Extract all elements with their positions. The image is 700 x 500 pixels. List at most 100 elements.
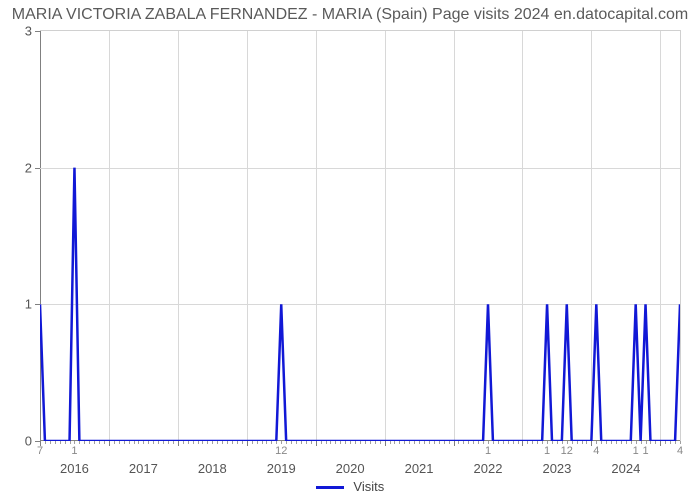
x-tick-minor	[463, 441, 464, 444]
x-tick-minor	[449, 441, 450, 444]
x-tick-minor	[291, 441, 292, 444]
y-tick-label: 2	[25, 160, 32, 175]
x-tick-minor	[650, 441, 651, 444]
x-tick-minor	[286, 441, 287, 444]
x-tick-minor	[173, 441, 174, 444]
x-data-label: 4	[593, 445, 599, 457]
x-tick-minor	[330, 441, 331, 444]
x-tick-minor	[606, 441, 607, 444]
x-tick-minor	[326, 441, 327, 444]
x-tick-minor	[596, 441, 597, 444]
x-tick-minor	[89, 441, 90, 444]
x-tick-minor	[301, 441, 302, 444]
x-tick-minor	[104, 441, 105, 444]
x-data-label: 1	[544, 445, 550, 457]
x-tick-minor	[198, 441, 199, 444]
x-tick-minor	[488, 441, 489, 444]
legend-label: Visits	[353, 479, 384, 494]
x-tick-minor	[429, 441, 430, 444]
x-tick-minor	[567, 441, 568, 444]
x-data-label: 12	[275, 445, 287, 457]
x-tick-minor	[99, 441, 100, 444]
x-data-label: 12	[561, 445, 573, 457]
x-tick-minor	[468, 441, 469, 444]
x-tick	[454, 441, 455, 446]
x-year-label: 2022	[474, 461, 503, 476]
x-tick-minor	[375, 441, 376, 444]
x-tick-minor	[473, 441, 474, 444]
x-tick-minor	[84, 441, 85, 444]
x-tick-minor	[340, 441, 341, 444]
x-tick-minor	[296, 441, 297, 444]
x-data-label: 7	[37, 445, 43, 457]
x-tick-minor	[508, 441, 509, 444]
x-tick-minor	[45, 441, 46, 444]
x-tick-minor	[134, 441, 135, 444]
x-tick-minor	[65, 441, 66, 444]
x-tick-minor	[188, 441, 189, 444]
x-year-label: 2018	[198, 461, 227, 476]
x-tick-minor	[70, 441, 71, 444]
x-tick-minor	[271, 441, 272, 444]
x-tick	[109, 441, 110, 446]
x-tick	[385, 441, 386, 446]
x-tick-minor	[601, 441, 602, 444]
x-tick-minor	[552, 441, 553, 444]
x-tick-minor	[542, 441, 543, 444]
x-tick-minor	[390, 441, 391, 444]
x-tick-minor	[217, 441, 218, 444]
x-tick-minor	[527, 441, 528, 444]
x-tick-minor	[577, 441, 578, 444]
x-tick-minor	[232, 441, 233, 444]
x-tick-minor	[404, 441, 405, 444]
x-tick-minor	[680, 441, 681, 444]
x-year-label: 2024	[611, 461, 640, 476]
x-tick-minor	[281, 441, 282, 444]
x-tick-minor	[483, 441, 484, 444]
y-tick-label: 0	[25, 434, 32, 449]
x-tick-minor	[503, 441, 504, 444]
x-tick-minor	[124, 441, 125, 444]
x-tick-minor	[394, 441, 395, 444]
x-year-label: 2019	[267, 461, 296, 476]
x-tick	[178, 441, 179, 446]
x-tick-minor	[478, 441, 479, 444]
x-tick-minor	[636, 441, 637, 444]
x-tick-minor	[424, 441, 425, 444]
x-tick-minor	[513, 441, 514, 444]
x-tick-minor	[498, 441, 499, 444]
x-tick-minor	[168, 441, 169, 444]
x-tick-minor	[237, 441, 238, 444]
x-tick-minor	[582, 441, 583, 444]
x-tick-minor	[350, 441, 351, 444]
x-year-label: 2016	[60, 461, 89, 476]
x-tick-minor	[212, 441, 213, 444]
x-tick	[591, 441, 592, 446]
x-tick-minor	[193, 441, 194, 444]
x-tick-minor	[655, 441, 656, 444]
x-tick-minor	[79, 441, 80, 444]
x-tick-minor	[444, 441, 445, 444]
plot-area: 0123201620172018201920202021202220232024…	[40, 30, 681, 441]
x-tick-minor	[202, 441, 203, 444]
x-year-label: 2017	[129, 461, 158, 476]
x-tick-minor	[148, 441, 149, 444]
x-tick-minor	[414, 441, 415, 444]
x-tick-minor	[665, 441, 666, 444]
x-tick-minor	[276, 441, 277, 444]
x-tick-minor	[572, 441, 573, 444]
x-tick-minor	[242, 441, 243, 444]
x-tick-minor	[335, 441, 336, 444]
x-tick-minor	[458, 441, 459, 444]
x-tick-minor	[345, 441, 346, 444]
x-year-label: 2021	[405, 461, 434, 476]
x-tick-minor	[50, 441, 51, 444]
x-tick-minor	[518, 441, 519, 444]
x-tick-minor	[626, 441, 627, 444]
x-tick-minor	[611, 441, 612, 444]
x-tick	[316, 441, 317, 446]
x-tick-minor	[306, 441, 307, 444]
x-tick-minor	[562, 441, 563, 444]
x-tick-minor	[321, 441, 322, 444]
x-tick-minor	[439, 441, 440, 444]
